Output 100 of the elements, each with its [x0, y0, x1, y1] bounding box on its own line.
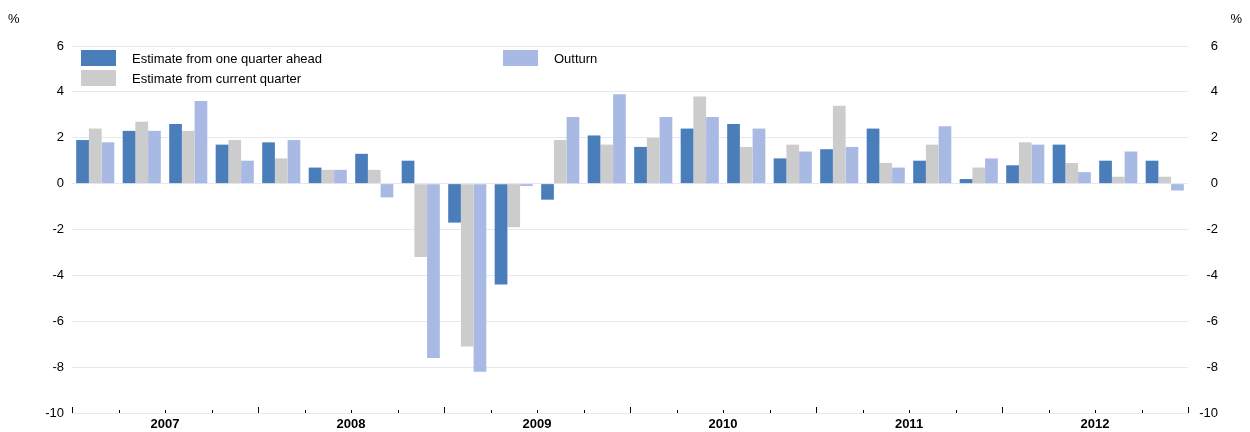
x-tick-label: 2011	[894, 416, 924, 432]
bar	[262, 142, 275, 184]
bar	[1065, 162, 1079, 184]
bar	[566, 117, 580, 184]
bar	[1006, 165, 1019, 184]
bar	[541, 184, 554, 200]
bar	[194, 101, 208, 184]
bar	[122, 130, 136, 184]
x-tick-label: 2010	[708, 416, 738, 432]
y2-tick-label: 4	[1210, 83, 1218, 99]
bar	[985, 158, 998, 184]
legend-label: Estimate from current quarter	[132, 70, 302, 86]
bar	[367, 169, 381, 184]
bar	[879, 162, 893, 184]
bar	[380, 184, 394, 198]
bar	[287, 140, 301, 184]
x-tick-label: 2008	[336, 416, 366, 432]
y2-tick-label: 2	[1210, 129, 1218, 145]
bar	[228, 140, 242, 184]
y-tick-label: -2	[52, 221, 64, 237]
bar	[355, 153, 368, 184]
bar	[148, 130, 161, 184]
bar	[739, 146, 753, 184]
bar	[1018, 142, 1032, 184]
bar	[414, 184, 428, 258]
legend-label: Outturn	[554, 50, 598, 66]
bar	[88, 128, 102, 184]
bar	[1171, 184, 1184, 191]
bar	[473, 184, 487, 372]
bar	[1031, 144, 1045, 184]
bar	[752, 128, 766, 184]
bar	[693, 96, 707, 184]
bar	[799, 151, 812, 184]
bar	[1158, 176, 1172, 184]
y2-tick-label: -10	[1199, 404, 1218, 420]
x-tick-label: 2007	[150, 416, 180, 432]
y-tick-label: -4	[52, 266, 64, 282]
bar	[613, 94, 626, 184]
bar	[820, 149, 833, 184]
bar	[786, 144, 800, 184]
legend-label: Estimate from one quarter ahead	[132, 50, 323, 66]
y2-tick-label: -6	[1206, 312, 1218, 328]
bar	[427, 184, 440, 358]
bar	[401, 160, 415, 184]
bar	[866, 128, 880, 184]
bar	[553, 140, 567, 184]
bar	[845, 146, 859, 184]
bar	[308, 167, 322, 184]
y2-tick-label: -8	[1206, 358, 1218, 374]
bar	[680, 128, 694, 184]
bar	[959, 179, 973, 184]
bar	[494, 184, 508, 285]
bar	[634, 146, 647, 184]
bar	[587, 135, 601, 184]
bar	[215, 144, 229, 184]
bar	[181, 130, 195, 184]
bar	[727, 123, 740, 184]
bar	[832, 105, 846, 184]
bar	[659, 117, 673, 184]
bar	[321, 169, 335, 184]
bar	[646, 137, 660, 184]
bar	[1099, 160, 1112, 184]
bar	[460, 184, 474, 347]
y2-tick-label: -2	[1206, 221, 1218, 237]
bar	[1111, 176, 1125, 184]
bar	[135, 121, 149, 184]
bar	[507, 184, 521, 228]
bar	[1078, 172, 1091, 184]
y-tick-label: -8	[52, 358, 64, 374]
bar	[773, 158, 787, 184]
bar	[241, 160, 254, 184]
bar	[925, 144, 939, 184]
bar	[76, 140, 89, 184]
y2-tick-label: 0	[1210, 175, 1218, 191]
bar	[1124, 151, 1138, 184]
y-axis-title: %	[8, 10, 20, 26]
bar	[892, 167, 905, 184]
y-tick-label: 4	[56, 83, 64, 99]
x-tick-label: 2012	[1080, 416, 1110, 432]
y-tick-label: 2	[56, 129, 64, 145]
bar	[1145, 160, 1159, 184]
y-tick-label: 0	[56, 175, 64, 191]
bar	[448, 184, 461, 223]
x-tick-label: 2009	[522, 416, 552, 432]
bar	[274, 158, 288, 184]
bar	[600, 144, 614, 184]
y-tick-label: 6	[56, 37, 64, 53]
y2-tick-label: -4	[1206, 266, 1218, 282]
bar	[913, 160, 926, 184]
y-tick-label: -6	[52, 312, 64, 328]
bar	[1052, 144, 1066, 184]
y2-axis-title: %	[1230, 10, 1243, 26]
y-tick-label: -10	[45, 404, 64, 420]
bar	[972, 167, 986, 184]
bar	[169, 123, 182, 184]
bar	[334, 169, 347, 184]
bar	[706, 117, 719, 184]
bar	[101, 142, 115, 184]
y2-tick-label: 6	[1210, 37, 1218, 53]
bar	[938, 126, 952, 184]
